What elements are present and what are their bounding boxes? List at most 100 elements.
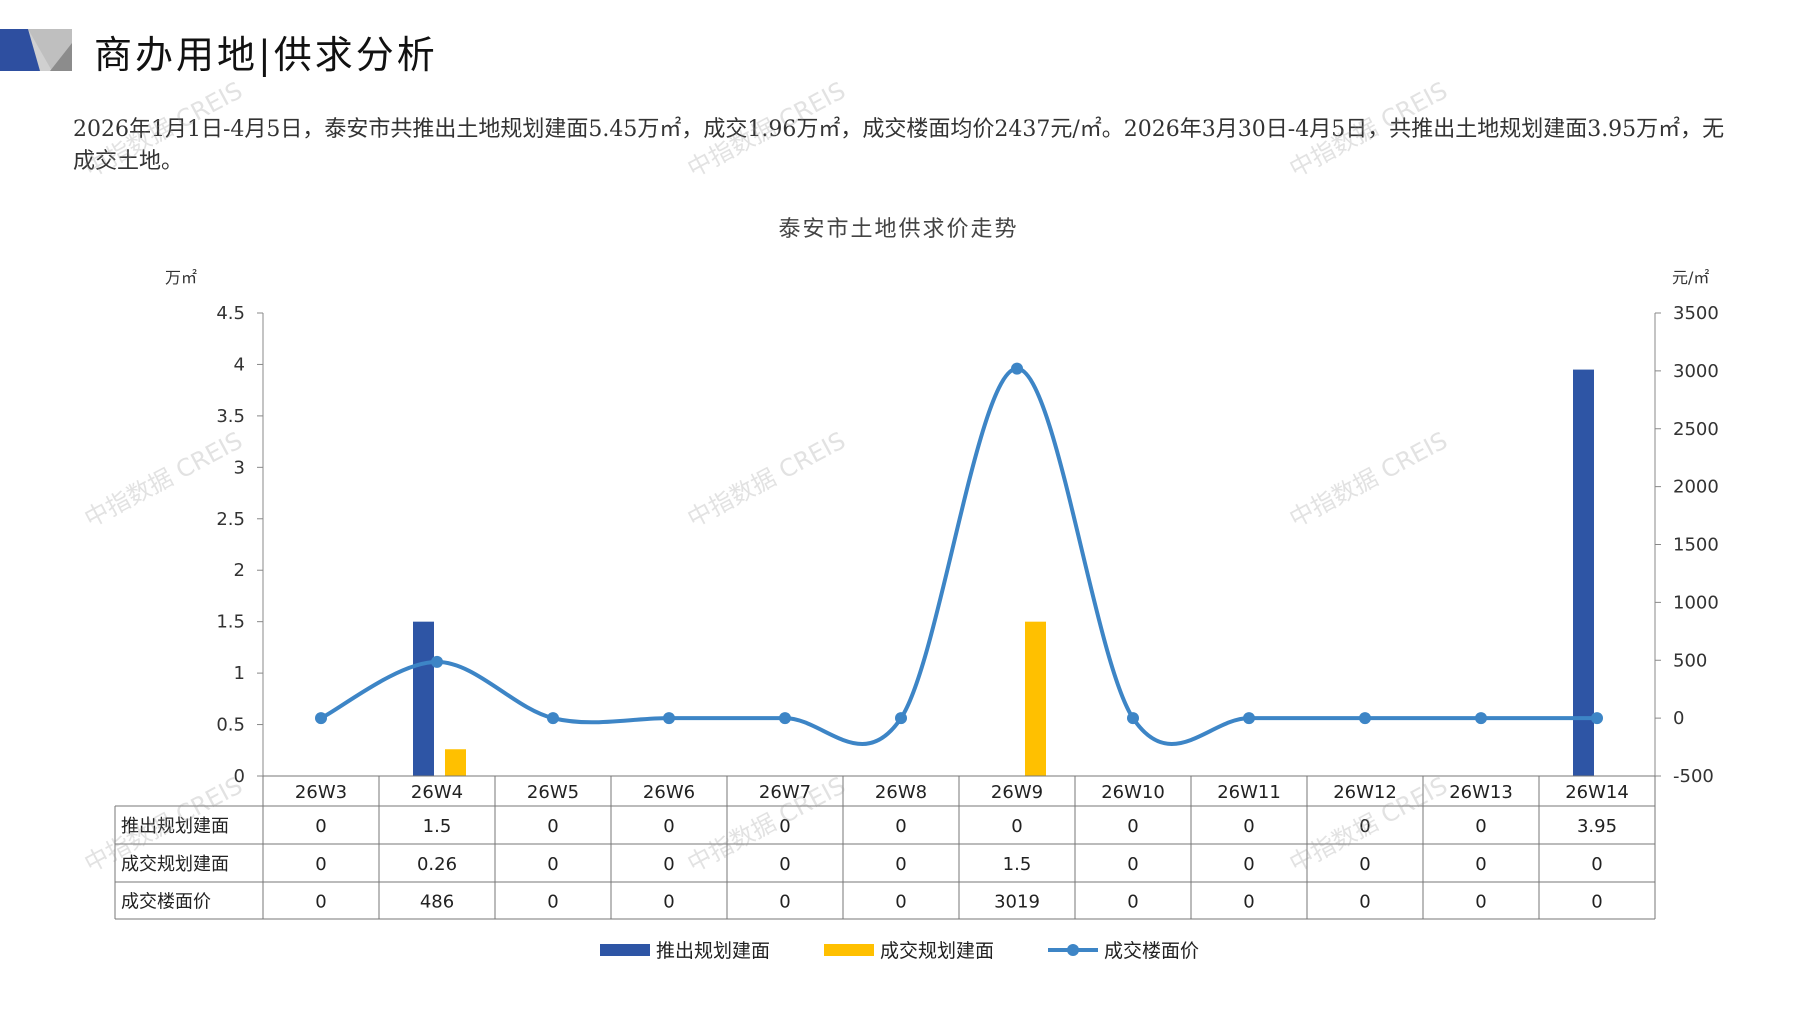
table-cell: 0 — [779, 816, 790, 837]
table-cell: 0 — [315, 892, 326, 913]
summary-text: 2026年1月1日-4月5日，泰安市共推出土地规划建面5.45万㎡，成交1.96… — [73, 117, 1725, 174]
table-cell: 0 — [1591, 854, 1602, 875]
table-cell: 0 — [547, 816, 558, 837]
table-cell: 0 — [663, 892, 674, 913]
table-cell: 0 — [895, 892, 906, 913]
price-point — [663, 712, 675, 725]
price-point — [1011, 362, 1023, 375]
table-cell: 0 — [779, 854, 790, 875]
table-cell: 0 — [1243, 816, 1254, 837]
category-label: 26W10 — [1101, 782, 1165, 803]
right-axis-unit: 元/㎡ — [1672, 268, 1710, 287]
category-label: 26W12 — [1333, 782, 1397, 803]
table-cell: 0 — [663, 854, 674, 875]
left-tick-label: 4.5 — [216, 303, 245, 324]
table-row-header: 成交规划建面 — [121, 854, 229, 875]
bar-deal — [1025, 621, 1046, 776]
left-tick-label: 1.5 — [216, 612, 245, 633]
table-cell: 0 — [1475, 816, 1486, 837]
right-tick-label: 1000 — [1673, 592, 1719, 613]
category-label: 26W8 — [875, 782, 927, 803]
table-cell: 0 — [663, 816, 674, 837]
price-point — [1243, 712, 1255, 725]
price-point — [431, 655, 443, 668]
price-point — [895, 712, 907, 725]
table-cell: 0 — [1475, 854, 1486, 875]
left-tick-label: 0 — [234, 766, 245, 787]
right-tick-label: 3500 — [1673, 303, 1719, 324]
table-row-header: 推出规划建面 — [121, 816, 229, 837]
category-label: 26W5 — [527, 782, 579, 803]
right-tick-label: 2000 — [1673, 477, 1719, 498]
header-logo — [0, 29, 72, 71]
table-cell: 3.95 — [1577, 816, 1617, 837]
table-cell: 3019 — [994, 892, 1040, 913]
table-cell: 0 — [315, 816, 326, 837]
table-cell: 0 — [1359, 816, 1370, 837]
table-cell: 1.5 — [423, 816, 452, 837]
bar-deal — [445, 749, 466, 776]
right-tick-label: 0 — [1673, 708, 1684, 729]
table-cell: 0 — [1591, 892, 1602, 913]
price-line — [320, 366, 1597, 746]
category-label: 26W13 — [1449, 782, 1513, 803]
category-label: 26W11 — [1217, 782, 1281, 803]
price-point — [1127, 712, 1139, 725]
price-point — [1475, 712, 1487, 725]
page-title: 商办用地|供求分析 — [94, 33, 438, 77]
table-cell: 0 — [547, 854, 558, 875]
price-point — [779, 712, 791, 725]
legend-swatch — [824, 944, 874, 956]
table-cell: 1.5 — [1003, 854, 1032, 875]
price-point — [1591, 712, 1603, 725]
table-cell: 486 — [420, 892, 454, 913]
table-cell: 0 — [315, 854, 326, 875]
table-cell: 0 — [779, 892, 790, 913]
legend-label: 推出规划建面 — [656, 940, 770, 962]
left-tick-label: 2 — [234, 560, 245, 581]
right-tick-label: 1500 — [1673, 535, 1719, 556]
price-point — [547, 712, 559, 725]
left-tick-label: 4 — [234, 354, 245, 375]
price-point — [1359, 712, 1371, 725]
table-cell: 0 — [1011, 816, 1022, 837]
table-cell: 0 — [547, 892, 558, 913]
legend-swatch — [600, 944, 650, 956]
category-label: 26W7 — [759, 782, 811, 803]
left-axis-unit: 万㎡ — [165, 268, 198, 287]
left-tick-label: 1 — [234, 663, 245, 684]
right-tick-label: 2500 — [1673, 419, 1719, 440]
table-cell: 0 — [1243, 892, 1254, 913]
legend-label: 成交规划建面 — [880, 940, 994, 962]
table-cell: 0.26 — [417, 854, 457, 875]
category-label: 26W3 — [295, 782, 347, 803]
table-cell: 0 — [1359, 854, 1370, 875]
legend-label: 成交楼面价 — [1104, 940, 1199, 962]
left-tick-label: 3.5 — [216, 406, 245, 427]
table-cell: 0 — [1475, 892, 1486, 913]
table-cell: 0 — [1127, 816, 1138, 837]
category-label: 26W9 — [991, 782, 1043, 803]
table-cell: 0 — [895, 854, 906, 875]
chart-title: 泰安市土地供求价走势 — [778, 217, 1019, 242]
left-tick-label: 0.5 — [216, 715, 245, 736]
category-label: 26W14 — [1565, 782, 1629, 803]
table-cell: 0 — [1127, 892, 1138, 913]
bar-supply — [413, 621, 434, 776]
category-label: 26W4 — [411, 782, 463, 803]
table-cell: 0 — [1243, 854, 1254, 875]
table-cell: 0 — [1127, 854, 1138, 875]
table-cell: 0 — [1359, 892, 1370, 913]
table-cell: 0 — [895, 816, 906, 837]
right-tick-label: 3000 — [1673, 361, 1719, 382]
table-row-header: 成交楼面价 — [121, 892, 211, 913]
right-tick-label: -500 — [1673, 766, 1714, 787]
bar-supply — [1573, 369, 1594, 776]
left-tick-label: 3 — [234, 457, 245, 478]
legend-swatch — [1067, 944, 1079, 956]
price-point — [315, 712, 327, 725]
category-label: 26W6 — [643, 782, 695, 803]
right-tick-label: 500 — [1673, 650, 1707, 671]
left-tick-label: 2.5 — [216, 509, 245, 530]
